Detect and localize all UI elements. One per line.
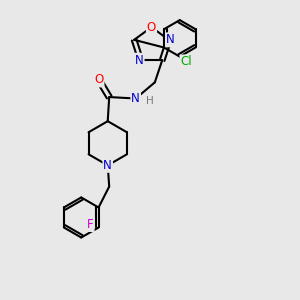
Text: F: F — [87, 218, 94, 231]
Text: H: H — [146, 96, 154, 106]
Text: N: N — [166, 33, 175, 46]
Text: N: N — [103, 159, 112, 172]
Text: N: N — [131, 92, 140, 105]
Text: N: N — [135, 54, 144, 67]
Text: O: O — [94, 74, 104, 86]
Text: O: O — [147, 21, 156, 34]
Text: Cl: Cl — [180, 56, 192, 68]
